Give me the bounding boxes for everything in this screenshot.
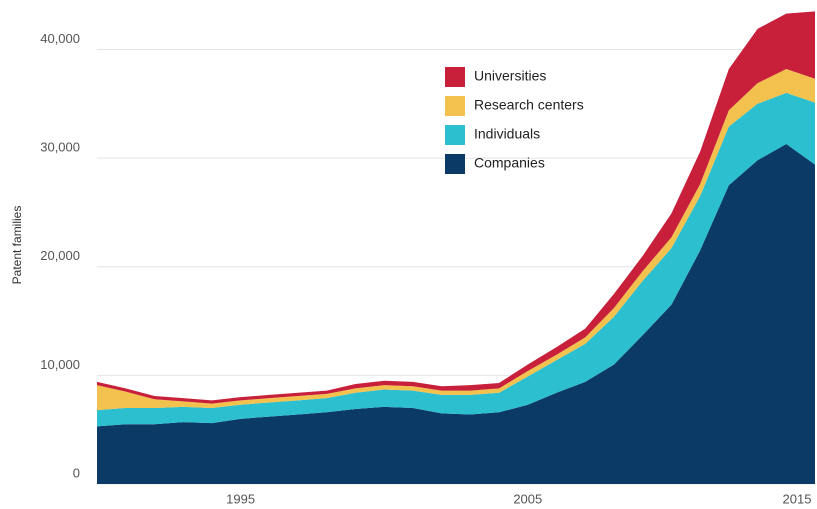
- area: [97, 92, 815, 427]
- legend-label: Individuals: [474, 126, 540, 142]
- legend-label: Research centers: [474, 97, 584, 113]
- area: [97, 143, 815, 484]
- y-tick-label: 10,000: [40, 357, 80, 372]
- legend-label: Universities: [474, 68, 546, 84]
- legend-swatch: [445, 125, 465, 145]
- area: [97, 69, 815, 411]
- legend-swatch: [445, 96, 465, 116]
- y-axis-label: Patent families: [10, 206, 24, 285]
- y-tick-label: 30,000: [40, 140, 80, 155]
- y-tick-label: 20,000: [40, 248, 80, 263]
- y-tick-label: 0: [73, 465, 80, 480]
- y-tick-label: 40,000: [40, 31, 80, 46]
- legend-label: Companies: [474, 155, 545, 171]
- x-tick-label: 2015: [783, 491, 812, 506]
- legend-swatch: [445, 67, 465, 87]
- legend-swatch: [445, 154, 465, 174]
- x-tick-label: 1995: [226, 491, 255, 506]
- x-tick-label: 2005: [513, 491, 542, 506]
- area: [97, 11, 815, 404]
